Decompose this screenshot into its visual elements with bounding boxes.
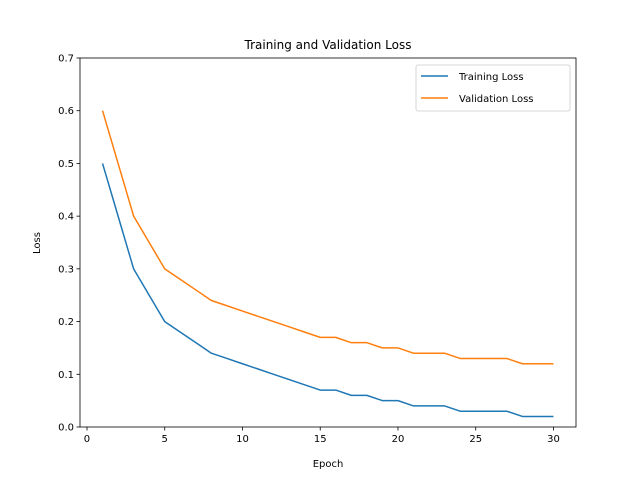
y-tick-label: 0.1 (58, 370, 74, 381)
x-tick-label: 20 (392, 434, 405, 445)
chart-title: Training and Validation Loss (244, 38, 412, 52)
series-line-validation (101, 110, 554, 365)
y-tick-label: 0.7 (58, 54, 74, 65)
series-line-training (101, 163, 554, 418)
legend-label-validation: Validation Loss (459, 94, 534, 105)
x-tick-label: 10 (236, 434, 249, 445)
plot-frame (79, 57, 577, 428)
x-axis-ticks: 0 5 10 15 20 25 30 (84, 427, 560, 445)
y-axis-label: Loss (32, 232, 43, 254)
legend: Training Loss Validation Loss (415, 64, 571, 112)
plot-lines (101, 110, 554, 418)
legend-box (415, 64, 571, 112)
legend-label-training: Training Loss (458, 72, 524, 83)
y-tick-label: 0.5 (58, 159, 74, 170)
x-tick-label: 0 (84, 434, 90, 445)
x-tick-label: 25 (469, 434, 482, 445)
x-tick-label: 15 (314, 434, 327, 445)
y-axis-ticks: 0.0 0.1 0.2 0.3 0.4 0.5 0.6 0.7 (58, 54, 80, 434)
y-tick-label: 0.6 (58, 106, 74, 117)
x-axis-label: Epoch (313, 459, 344, 470)
y-tick-label: 0.0 (58, 423, 74, 434)
x-tick-label: 30 (547, 434, 560, 445)
x-tick-label: 5 (162, 434, 168, 445)
y-tick-label: 0.2 (58, 317, 74, 328)
y-tick-label: 0.3 (58, 264, 74, 275)
y-tick-label: 0.4 (58, 212, 74, 223)
